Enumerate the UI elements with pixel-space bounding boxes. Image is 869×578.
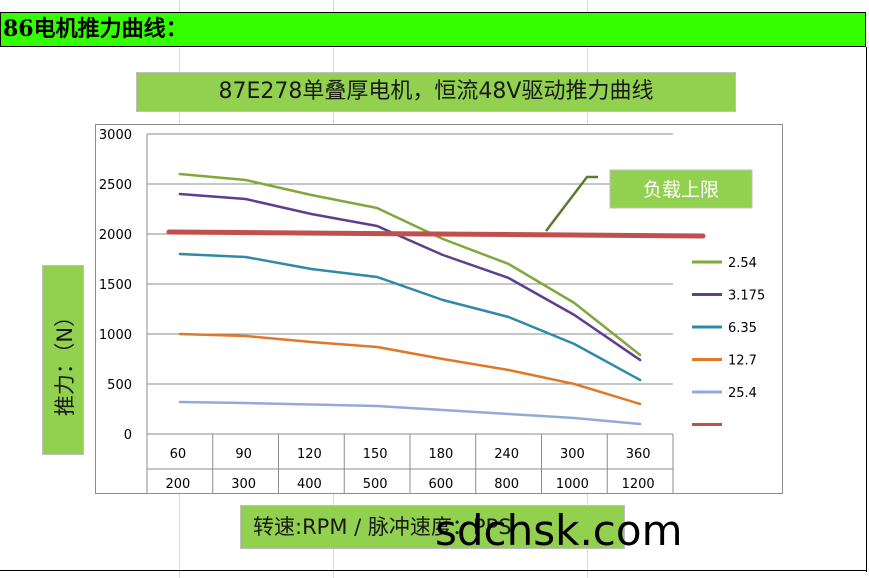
annotation-leader-line [545,175,598,232]
y-tick-label: 2000 [99,228,132,243]
x-tick-label-rpm: 90 [235,447,252,462]
legend-label: 6.35 [728,321,757,336]
series-line [178,252,642,382]
x-tick-label-pps: 800 [494,477,519,492]
y-tick-label: 1000 [99,328,132,343]
chart-title: 87E278单叠厚电机，恒流48V驱动推力曲线 [136,72,736,112]
x-tick-label-pps: 1200 [622,477,655,492]
sheet-border-bottom [0,570,867,571]
y-tick-label: 2500 [99,178,132,193]
y-tick-label: 3000 [99,128,132,143]
y-tick-label: 0 [124,428,132,443]
annotation-label: 负载上限 [643,179,719,201]
series-line [178,192,642,362]
x-axis-label: 转速:RPM / 脉冲速度：PPS [240,505,625,549]
page-title: 86电机推力曲线： [0,12,866,47]
series-line [178,400,642,426]
x-tick-label-pps: 400 [297,477,322,492]
x-tick-label-pps: 200 [165,477,190,492]
watermark: sdchsk.com [435,506,683,555]
annotation-box [609,169,753,209]
series-line [178,332,642,406]
sheet-border-right [866,47,867,572]
x-tick-label-pps: 600 [428,477,453,492]
legend-label: 2.54 [728,256,757,271]
x-tick-label-pps: 300 [231,477,256,492]
series-line [178,172,642,357]
x-tick-label-rpm: 300 [560,447,585,462]
y-tick-label: 500 [107,378,132,393]
x-tick-label-rpm: 120 [297,447,322,462]
x-tick-label-pps: 500 [363,477,388,492]
legend-label: 12.7 [728,354,757,369]
x-tick-label-rpm: 180 [428,447,453,462]
y-axis-label-box: 推力：（N） [42,265,84,455]
x-tick-label-rpm: 360 [626,447,651,462]
x-tick-label-pps: 1000 [556,477,589,492]
x-tick-label-rpm: 150 [363,447,388,462]
legend-label: 25.4 [728,386,757,401]
x-tick-label-rpm: 240 [494,447,519,462]
load-limit-line [166,229,706,239]
y-tick-label: 1500 [99,278,132,293]
legend-label: 3.175 [728,289,765,304]
x-tick-label-rpm: 60 [170,447,187,462]
